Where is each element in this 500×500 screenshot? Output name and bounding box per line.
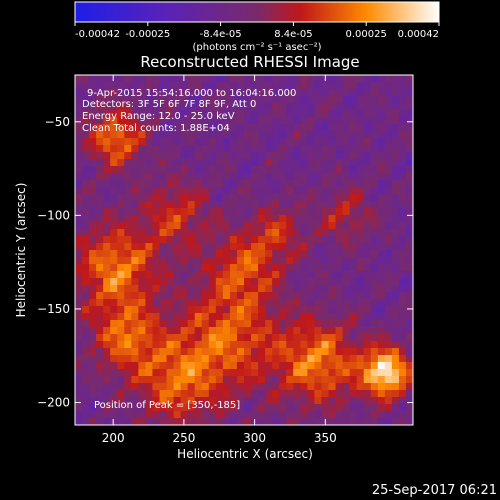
y-tick-label: −200: [37, 396, 70, 410]
y-axis-title: Heliocentric Y (arcsec): [14, 183, 28, 318]
annotation-energy: Energy Range: 12.0 - 25.0 keV: [82, 111, 235, 122]
footer-date: 25-Sep-2017 06:21: [372, 483, 497, 498]
colorbar-tick-label: -0.00025: [125, 29, 170, 40]
y-tick-label: −50: [45, 115, 70, 129]
heatmap-image: [75, 75, 413, 425]
colorbar-tick-label: -8.4e-05: [200, 29, 242, 40]
x-tick-label: 300: [243, 431, 266, 445]
colorbar-unit-label: (photons cm⁻² s⁻¹ asec⁻²): [192, 42, 321, 53]
x-tick-label: 250: [172, 431, 195, 445]
colorbar: [74, 1, 440, 23]
annotation-detectors: Detectors: 3F 5F 6F 7F 8F 9F, Att 0: [82, 99, 256, 110]
colorbar-tick-label: 8.4e-05: [274, 29, 312, 40]
x-tick-label: 350: [314, 431, 337, 445]
colorbar-tick-label: -0.00042: [75, 29, 120, 40]
x-axis-title: Heliocentric X (arcsec): [177, 447, 313, 461]
y-tick-label: −150: [37, 302, 70, 316]
annotation-time: 9-Apr-2015 15:54:16.000 to 16:04:16.000: [87, 88, 296, 99]
colorbar-tick-label: 0.00042: [398, 29, 439, 40]
chart-title: Reconstructed RHESSI Image: [140, 53, 359, 71]
y-tick-label: −100: [37, 208, 70, 222]
x-tick-label: 200: [102, 431, 125, 445]
annotation-clean: Clean Total counts: 1.88E+04: [82, 123, 230, 134]
colorbar-tick-label: 0.00025: [346, 29, 387, 40]
plot-frame: [74, 74, 414, 426]
peak-position-label: Position of Peak = [350,-185]: [94, 400, 240, 411]
